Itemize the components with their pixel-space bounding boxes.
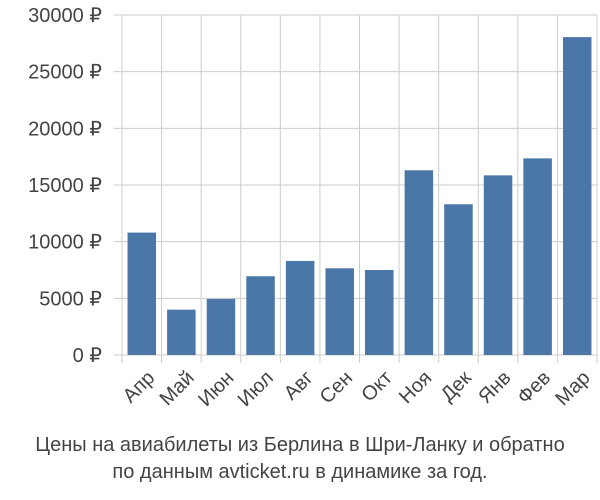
bar-7 (404, 170, 434, 355)
x-tick-label: Мар (551, 367, 594, 410)
x-tick-label: Июн (194, 367, 238, 411)
x-tick-label: Июл (234, 367, 278, 411)
y-tick-label: 25000 ₽ (28, 62, 102, 84)
x-tick-label: Дек (437, 367, 476, 406)
bar-0 (127, 232, 157, 355)
bar-2 (206, 298, 236, 355)
x-tick-label: Янв (474, 367, 515, 408)
bar-chart: 0 ₽ 5000 ₽ 10000 ₽ 15000 ₽ 20000 ₽ 25000 ₽ 300… (28, 5, 598, 411)
x-tick-label: Ноя (395, 367, 436, 408)
bar-10 (523, 158, 552, 355)
x-tick-label: Сен (316, 367, 357, 408)
x-tick-label: Авг (280, 367, 318, 405)
chart-caption-line-1: Цены на авиабилеты из Берлина в Шри-Ланк… (35, 434, 565, 456)
y-tick-label: 30000 ₽ (28, 5, 102, 27)
x-tick-label: Окт (357, 367, 396, 406)
bar-9 (483, 175, 513, 355)
bar-5 (325, 268, 354, 355)
bar-1 (167, 309, 196, 355)
bar-3 (246, 276, 275, 355)
y-tick-label: 0 ₽ (73, 345, 103, 367)
grid-lines (114, 14, 598, 363)
bar-6 (365, 270, 394, 355)
bars (127, 37, 592, 355)
y-tick-label: 5000 ₽ (39, 288, 102, 310)
y-tick-label: 10000 ₽ (28, 232, 102, 254)
y-axis-ticks: 0 ₽ 5000 ₽ 10000 ₽ 15000 ₽ 20000 ₽ 25000 ₽ 300… (28, 5, 102, 367)
chart-caption-line-2: по данным avticket.ru в динамике за год. (112, 461, 488, 483)
bar-11 (562, 37, 592, 355)
bar-4 (285, 260, 315, 355)
y-tick-label: 15000 ₽ (28, 175, 102, 197)
x-tick-label: Май (156, 367, 199, 410)
y-tick-label: 20000 ₽ (28, 118, 102, 140)
x-tick-label: Фев (513, 367, 555, 409)
bar-8 (444, 204, 473, 355)
x-tick-label: Апр (119, 367, 160, 408)
